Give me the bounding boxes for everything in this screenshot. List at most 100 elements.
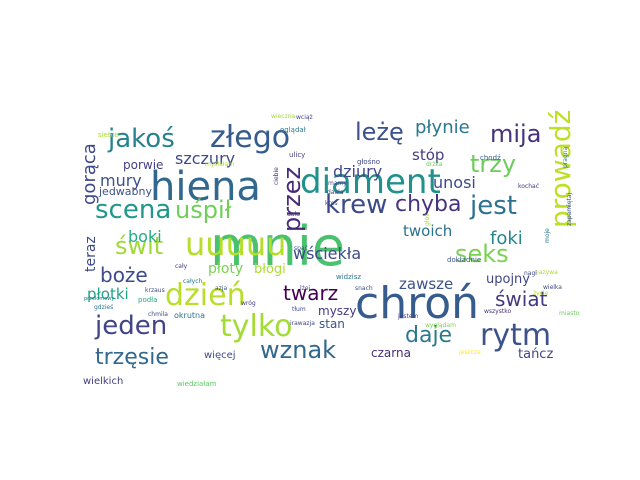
word-dzien: dzień bbox=[165, 278, 246, 313]
word-twarz: twarz bbox=[283, 281, 338, 305]
word-wygladam: wyglądam bbox=[425, 322, 456, 329]
word-chodz: chodź bbox=[480, 154, 501, 162]
word-plynie: płynie bbox=[415, 117, 470, 138]
word-dziury: dziury bbox=[333, 162, 382, 181]
word-spac: spać bbox=[294, 245, 308, 252]
word-tlum: tłum bbox=[292, 306, 306, 313]
word-wciaz: wciąż bbox=[296, 114, 313, 121]
word-glosno: głośno bbox=[357, 158, 380, 166]
word-moje: moje bbox=[544, 228, 551, 243]
word-swiat: świat bbox=[495, 287, 548, 311]
word-goraca: gorąca bbox=[79, 143, 100, 205]
word-krew: krew bbox=[325, 190, 387, 220]
word-chron: chroń bbox=[355, 278, 479, 329]
word-snach: snach bbox=[355, 285, 373, 292]
word-widzisz: widzisz bbox=[336, 273, 361, 281]
word-boki: boki bbox=[128, 227, 162, 246]
word-upojny: upojny bbox=[486, 272, 530, 287]
word-wszystko: wszystko bbox=[484, 308, 511, 315]
word-podla: podła bbox=[138, 296, 157, 304]
word-wrog: wróg bbox=[241, 300, 256, 307]
word-wielka: wielka bbox=[543, 284, 562, 291]
word-jakos: jakoś bbox=[107, 124, 175, 154]
word-zlego: złego bbox=[210, 120, 290, 155]
word-trzy: trzy bbox=[470, 150, 516, 178]
word-tylko: tylko bbox=[220, 309, 293, 344]
word-ulicy: ulicy bbox=[289, 151, 305, 159]
word-nazywa: nazywa bbox=[535, 269, 558, 276]
word-przelomowy: przełomowy bbox=[84, 296, 114, 302]
word-mamy: mamy bbox=[328, 180, 347, 187]
word-stop: stóp bbox=[412, 146, 444, 164]
word-leze: leżę bbox=[355, 118, 404, 146]
word-szczury: szczury bbox=[175, 149, 235, 168]
word-plotki: płotki bbox=[87, 285, 129, 303]
word-daje: daje bbox=[405, 323, 452, 348]
word-wiedzialam: wiedziałam bbox=[177, 380, 217, 388]
word-wsciekla: wściekła bbox=[293, 244, 361, 263]
word-ktos: ktoś bbox=[325, 200, 338, 207]
word-scena: scena bbox=[95, 195, 171, 225]
word-zapamietaj: zapamiętaj bbox=[566, 192, 573, 226]
word-myszy: myszy bbox=[318, 304, 356, 318]
word-zawsze: zawsze bbox=[399, 275, 453, 293]
word-trzesie: trzęsie bbox=[95, 345, 169, 370]
word-irawazja: irawazja bbox=[290, 320, 315, 327]
word-unosi: unosi bbox=[433, 173, 476, 192]
word-drzka: drżka bbox=[426, 161, 443, 168]
word-caly: cały bbox=[175, 263, 188, 270]
word-jestem: jestem bbox=[397, 313, 419, 320]
word-chmila: chmila bbox=[148, 311, 168, 318]
word-nagi: nagi bbox=[524, 270, 537, 277]
word-twoich: twoich bbox=[403, 222, 452, 240]
word-azja: azja bbox=[215, 285, 227, 292]
word-wznak: wznak bbox=[260, 336, 336, 364]
word-gdzies: gdzieś bbox=[94, 304, 113, 311]
word-lzej: lżej bbox=[300, 285, 311, 292]
word-miasto: miasto bbox=[559, 310, 580, 317]
word-okrutna: okrutna bbox=[174, 311, 205, 320]
word-ogladal: oglądał bbox=[280, 126, 306, 134]
word-foki: foki bbox=[490, 228, 523, 249]
word-siebie: siebie bbox=[98, 131, 119, 139]
word-chyba: chyba bbox=[395, 192, 462, 217]
word-swit: świt bbox=[115, 232, 163, 260]
word-tancz: tańcz bbox=[518, 347, 553, 362]
word-boze: boże bbox=[100, 263, 148, 287]
word-mury: mury bbox=[100, 171, 142, 190]
word-daala: daala bbox=[327, 189, 344, 196]
word-stan: stan bbox=[319, 317, 345, 331]
word-ploty: płoty bbox=[208, 261, 243, 277]
word-dokladnie: dokładnie bbox=[447, 256, 481, 264]
word-prowadz: prowadź bbox=[544, 110, 577, 228]
word-wiecej: więcej bbox=[204, 350, 236, 361]
word-wielkich: wielkich bbox=[83, 376, 123, 387]
word-wieczn: wiecznа bbox=[271, 113, 296, 120]
word-diament: diament bbox=[300, 162, 441, 202]
word-przez: przez bbox=[278, 167, 306, 232]
word-kochac: kochać bbox=[518, 183, 539, 190]
word-ciebie: ciebie bbox=[273, 167, 280, 185]
word-jedwabny: jedwabny bbox=[98, 185, 152, 198]
word-jest: jest bbox=[469, 191, 517, 221]
word-jeszcze: jeszcze bbox=[458, 349, 481, 356]
word-uspil: uśpił bbox=[175, 196, 232, 224]
word-blogi: błogi bbox=[254, 262, 286, 277]
word-zycie: życie bbox=[533, 290, 549, 297]
word-jeden: jeden bbox=[94, 311, 167, 341]
word-glos: głos bbox=[424, 214, 431, 226]
word-uuuuu: uuuuu bbox=[185, 225, 286, 263]
word-calych: całych bbox=[183, 278, 203, 285]
word-porwie: porwie bbox=[123, 158, 163, 172]
word-teraz: teraz bbox=[83, 236, 99, 272]
word-seks: seks bbox=[455, 240, 509, 268]
word-myslalam: myślałam bbox=[205, 161, 234, 168]
word-hiena: hiena bbox=[150, 164, 261, 210]
word-rytm: rytm bbox=[480, 318, 551, 353]
word-dala: dała bbox=[287, 211, 300, 218]
word-pragna: pragną bbox=[562, 146, 569, 168]
word-mija: mija bbox=[490, 120, 541, 148]
word-czarna: czarna bbox=[371, 346, 411, 360]
word-krzaus: krzaus bbox=[145, 287, 165, 294]
